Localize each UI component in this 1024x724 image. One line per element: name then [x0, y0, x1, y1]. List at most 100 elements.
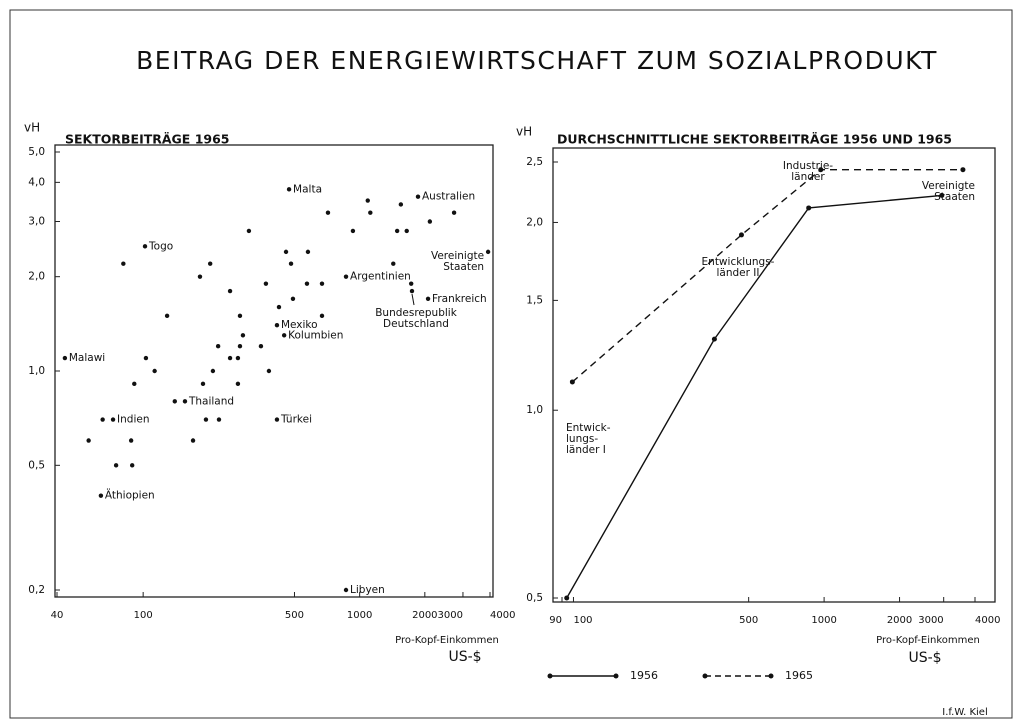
data-point: [398, 202, 404, 207]
data-point: [343, 274, 349, 279]
legend-dot: [768, 673, 774, 679]
data-point: [409, 288, 415, 294]
point-label: Türkei: [280, 414, 312, 426]
x-tick-label: 100: [573, 615, 592, 626]
data-point: [350, 228, 356, 234]
page-title: BEITRAG DER ENERGIEWIRTSCHAFT ZUM SOZIAL…: [136, 46, 938, 75]
data-point: [142, 244, 148, 249]
y-tick-label: 2,5: [526, 156, 543, 168]
data-point: [143, 355, 149, 361]
annotation: Entwick-lungs-länder I: [566, 422, 611, 456]
source: I.f.W. Kiel: [942, 707, 987, 718]
data-point: [305, 249, 311, 255]
point-label: Bundesrepublik Deutschland: [375, 307, 457, 330]
x-tick-label: 2000: [412, 610, 437, 621]
plot-frame: [54, 144, 494, 598]
x-tick-label: 4000: [975, 615, 1000, 626]
data-point: [266, 368, 272, 374]
data-point: [197, 274, 203, 279]
data-point: [304, 281, 310, 286]
x-tick-label: 2000: [887, 615, 912, 626]
y-tick-label: 2,0: [28, 271, 45, 283]
data-point: [276, 304, 282, 310]
y-tick-label: 1,0: [28, 365, 45, 377]
data-point: [86, 438, 91, 443]
data-point: [62, 355, 68, 361]
data-point: [182, 399, 188, 404]
legend-label: 1956: [630, 669, 658, 682]
data-point: [110, 417, 116, 422]
legend-label: 1965: [785, 669, 813, 682]
series-point: [569, 379, 575, 385]
point-label: Argentinien: [350, 271, 411, 283]
x-axis-unit: US-$: [448, 649, 481, 665]
point-label: Togo: [148, 240, 173, 252]
data-point: [227, 288, 233, 294]
data-point: [319, 281, 325, 286]
data-point: [427, 219, 433, 224]
annotation: Industrie-länder: [783, 160, 833, 183]
chart-title: SEKTORBEITRÄGE 1965: [65, 132, 230, 147]
data-point: [132, 381, 137, 387]
x-tick-label: 1000: [811, 615, 836, 626]
data-point: [98, 493, 104, 498]
data-point: [408, 281, 414, 286]
x-axis-label: Pro-Kopf-Einkommen: [876, 635, 980, 646]
y-tick-label: 0,2: [28, 584, 45, 596]
x-tick-label: 4000: [490, 610, 515, 621]
x-tick-label: 1000: [347, 610, 372, 621]
series-point: [960, 167, 966, 173]
x-axis-unit: US-$: [908, 650, 941, 666]
data-point: [263, 281, 269, 286]
data-point: [200, 381, 206, 387]
point-label: Thailand: [188, 395, 234, 407]
data-point: [203, 417, 209, 422]
data-point: [237, 343, 243, 349]
data-point: [216, 417, 222, 422]
point-label: Indien: [117, 414, 149, 426]
series-point: [738, 232, 744, 238]
data-point: [290, 296, 296, 301]
data-point: [281, 333, 287, 338]
data-point: [368, 210, 373, 215]
data-point: [451, 210, 457, 215]
legend-dot: [702, 673, 708, 679]
data-point: [391, 261, 396, 266]
data-point: [343, 587, 349, 593]
point-label: Frankreich: [432, 293, 487, 305]
data-point: [215, 343, 221, 349]
point-label: Vereinigte Staaten: [431, 250, 484, 273]
data-point: [121, 261, 126, 266]
page-border: [9, 9, 1013, 719]
data-point: [365, 198, 370, 203]
point-label: Malawi: [69, 352, 105, 364]
point-label: Libyen: [350, 584, 385, 596]
data-point: [235, 355, 241, 361]
x-tick-label: 3000: [437, 610, 462, 621]
legend-dot: [613, 673, 619, 679]
x-tick-label: 90: [549, 615, 562, 626]
x-tick-label: 100: [134, 610, 153, 621]
data-point: [274, 417, 280, 422]
data-point: [288, 261, 294, 266]
data-point: [129, 463, 135, 468]
data-point: [128, 438, 134, 443]
series-point: [939, 192, 945, 198]
y-tick-label: 2,0: [526, 216, 543, 228]
y-tick-label: 4,0: [28, 176, 45, 188]
point-label: Äthiopien: [105, 489, 155, 502]
y-tick-label: 5,0: [28, 146, 45, 158]
x-tick-label: 500: [285, 610, 304, 621]
y-tick-label: 1,0: [526, 404, 543, 416]
x-axis-label: Pro-Kopf-Einkommen: [395, 635, 499, 646]
y-tick-label: 3,0: [28, 216, 45, 228]
chart-title: DURCHSCHNITTLICHE SEKTORBEITRÄGE 1956 UN…: [557, 132, 952, 147]
y-axis-label: vH: [516, 125, 532, 139]
y-tick-label: 0,5: [28, 459, 45, 471]
data-point: [207, 261, 213, 266]
legend-dot: [547, 673, 553, 679]
y-axis-label: vH: [24, 121, 40, 135]
data-point: [325, 210, 331, 215]
data-point: [394, 228, 400, 234]
